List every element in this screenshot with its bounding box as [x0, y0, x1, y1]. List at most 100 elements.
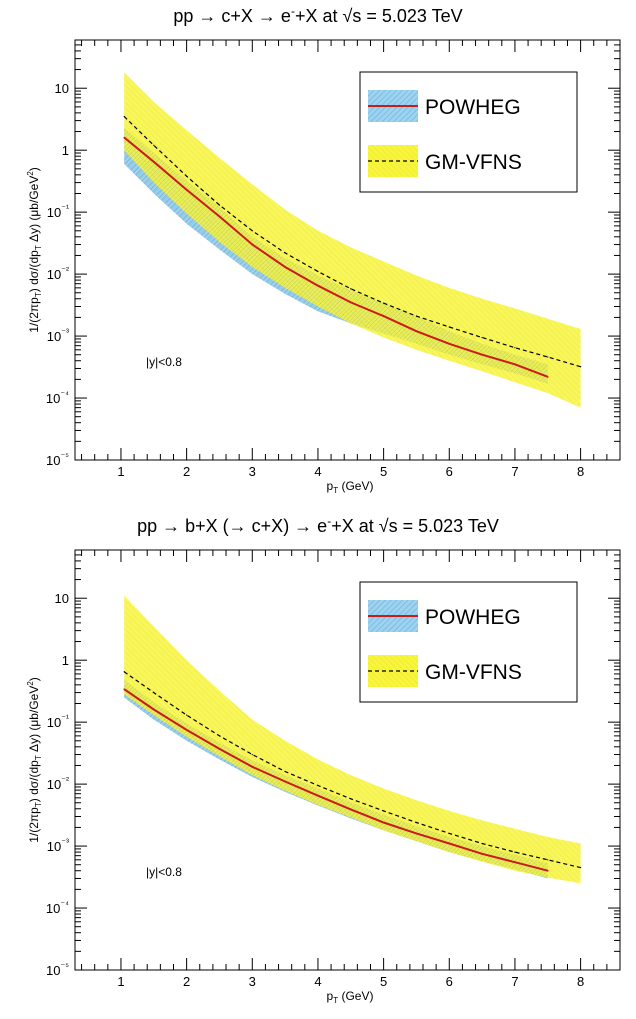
plot-frame — [74, 549, 621, 971]
x-tick-label: 7 — [511, 464, 518, 479]
y-tick-label: 1 — [62, 143, 69, 158]
rapidity-annotation: |y|<0.8 — [146, 355, 182, 369]
gmvfns-point — [153, 691, 155, 694]
powheg-point — [152, 708, 155, 711]
gmvfns-point — [350, 288, 352, 290]
gmvfns-point — [547, 356, 549, 358]
powheg-point — [349, 808, 352, 811]
y-tick-label: 10⁻³ — [47, 327, 69, 344]
gmvfns-point — [284, 252, 286, 254]
x-tick-label: 1 — [117, 464, 124, 479]
gmvfns-point — [123, 115, 125, 118]
powheg-point — [218, 215, 221, 218]
gmvfns-point — [415, 821, 418, 824]
x-tick-label: 3 — [249, 464, 256, 479]
chart-panel-charm: pp → c+X → e-+X at √s = 5.023 TeV 1 2 3 4 5 6 7… — [26, 4, 621, 495]
legend-powheg-label: POWHEG — [425, 96, 521, 119]
x-tick-label: 6 — [446, 464, 453, 479]
overlap-hatch — [124, 679, 548, 879]
x-tick-label: 6 — [446, 974, 453, 989]
rapidity-annotation: |y|<0.8 — [146, 865, 182, 879]
powheg-point — [448, 842, 451, 845]
gmvfns-point — [218, 735, 221, 737]
chart-charm-svg: pp → c+X → e-+X at √s = 5.023 TeV 1 2 3 4 5 6 7… — [26, 4, 621, 495]
powheg-point — [481, 853, 483, 855]
powheg-point — [514, 363, 516, 366]
gmvfns-point — [448, 832, 450, 835]
gmvfns-central-line — [123, 116, 581, 368]
y-tick-label: 10⁻⁴ — [46, 899, 69, 916]
powheg-point — [152, 160, 155, 163]
gmvfns-point — [186, 714, 188, 716]
y-tick-label: 10⁻¹ — [47, 713, 69, 730]
gmvfns-point — [514, 347, 516, 349]
powheg-point — [317, 794, 319, 797]
gmvfns-point — [251, 753, 253, 756]
gmvfns-point — [350, 798, 352, 800]
powheg-point — [382, 821, 385, 824]
powheg-point — [185, 729, 188, 731]
gmvfns-point — [448, 326, 450, 328]
powheg-central-line — [123, 688, 549, 872]
y-tick-label: 1 — [62, 653, 69, 668]
legend-gmvfns-label: GM-VFNS — [425, 661, 522, 684]
powheg-point — [218, 748, 221, 750]
powheg-point — [123, 688, 126, 691]
gmvfns-band — [124, 595, 581, 884]
x-tick-label: 5 — [380, 974, 387, 989]
powheg-point — [284, 780, 286, 783]
powheg-point — [448, 343, 451, 345]
x-axis-label: pT (GeV) — [327, 989, 374, 1005]
y-tick-label: 10⁻⁴ — [46, 389, 69, 406]
x-tick-label: 2 — [183, 974, 190, 989]
powheg-point — [546, 376, 549, 378]
powheg-point — [415, 330, 418, 332]
powheg-point — [481, 353, 483, 356]
chart-title: pp → c+X → e-+X at √s = 5.023 TeV — [173, 4, 462, 26]
gmvfns-point — [186, 175, 188, 177]
gmvfns-point — [383, 810, 385, 812]
powheg-point — [251, 243, 254, 246]
gmvfns-point — [317, 270, 319, 273]
gmvfns-point — [547, 859, 549, 861]
powheg-point — [546, 869, 549, 872]
y-tick-label: 10⁻⁵ — [46, 451, 69, 468]
x-tick-label: 8 — [577, 974, 584, 989]
gmvfns-point — [251, 230, 253, 232]
powheg-central-line — [123, 136, 549, 378]
gmvfns-point — [580, 366, 582, 368]
powheg-point — [514, 861, 516, 863]
overlap-hatch — [124, 127, 548, 384]
x-tick-label: 7 — [511, 974, 518, 989]
x-tick-label: 4 — [314, 974, 321, 989]
plot-area — [123, 595, 582, 884]
powheg-point — [349, 301, 352, 304]
powheg-point — [251, 766, 254, 768]
powheg-point — [284, 266, 286, 268]
gmvfns-point — [218, 204, 221, 206]
legend: POWHEG GM-VFNS — [359, 71, 578, 193]
y-tick-label: 10⁻² — [47, 775, 69, 792]
gmvfns-point — [481, 842, 483, 845]
gmvfns-band — [124, 72, 581, 408]
y-tick-label: 10⁻⁵ — [46, 961, 69, 978]
x-tick-label: 4 — [314, 464, 321, 479]
x-tick-label: 5 — [380, 464, 387, 479]
y-axis-label: 1/(2πpT) dσ/(dpT Δy) (μb/GeV2) — [26, 167, 43, 333]
y-tick-label: 10 — [55, 591, 69, 606]
gmvfns-point — [514, 851, 516, 853]
plot-frame — [74, 39, 621, 461]
gmvfns-point — [481, 336, 483, 339]
chart-beauty-svg: pp → b+X (→ c+X) → e-+X at √s = 5.023 Te… — [26, 514, 621, 1005]
powheg-point — [185, 188, 188, 191]
gmvfns-point — [123, 671, 125, 673]
x-axis-label: pT (GeV) — [327, 479, 374, 495]
y-axis-label: 1/(2πpT) dσ/(dpT Δy) (μb/GeV2) — [26, 677, 43, 843]
x-tick-label: 2 — [183, 464, 190, 479]
y-tick-label: 10⁻² — [47, 265, 69, 282]
legend-gmvfns-label: GM-VFNS — [425, 151, 522, 174]
gmvfns-point — [415, 315, 418, 317]
y-tick-label: 10⁻³ — [47, 837, 69, 854]
chart-panel-beauty: pp → b+X (→ c+X) → e-+X at √s = 5.023 Te… — [0, 510, 636, 1019]
y-tick-label: 10 — [55, 81, 69, 96]
